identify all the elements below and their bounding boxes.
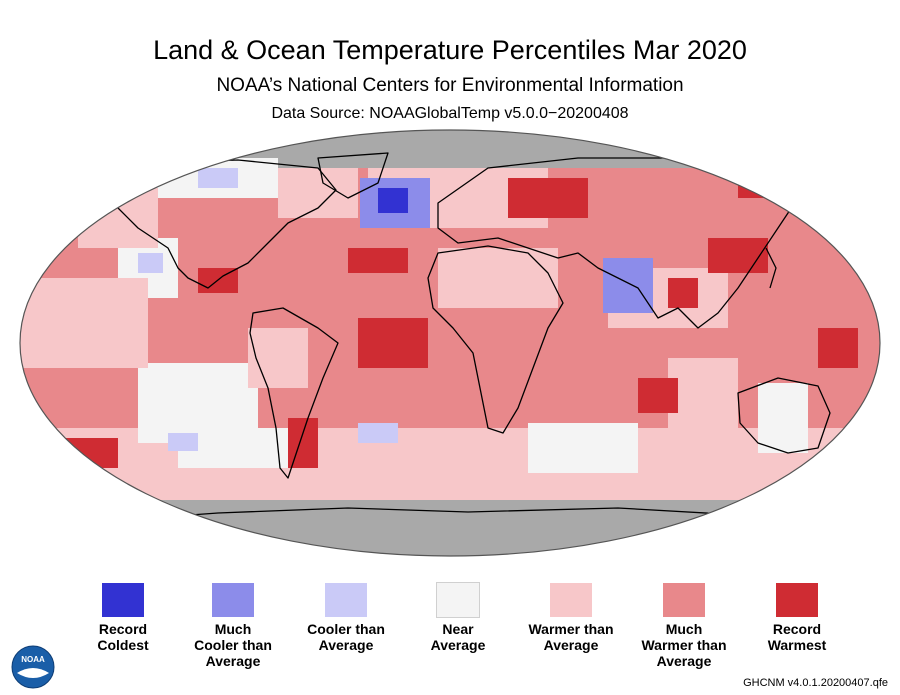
near-average-patch <box>758 383 808 453</box>
legend-label: Much Warmer than Average <box>641 621 727 669</box>
cooler-patch <box>603 258 653 313</box>
cooler-patch <box>168 433 198 451</box>
legend-item-cooler: Cooler than Average <box>281 583 411 653</box>
credit-text: GHCNM v4.0.1.20200407.qfe <box>743 677 888 689</box>
world-map <box>19 129 881 557</box>
map-border <box>19 129 881 557</box>
coastline-greenland <box>317 152 389 199</box>
coastline-africa <box>427 245 564 434</box>
legend-label: Much Cooler than Average <box>194 621 272 669</box>
record-warm-patch <box>738 168 788 198</box>
coastline-south-america <box>249 307 339 479</box>
noaa-bird-icon <box>17 668 49 678</box>
coastline-japan <box>765 247 777 289</box>
warmer-patch <box>248 328 308 388</box>
legend-item-much-warmer: Much Warmer than Average <box>619 583 749 669</box>
legend-label: Cooler than Average <box>307 621 385 653</box>
warmer-patch <box>438 248 558 308</box>
record-warm-patch <box>58 438 118 468</box>
legend-swatch <box>663 583 705 617</box>
warmer-patch <box>78 188 158 248</box>
near-average-patch <box>528 423 638 473</box>
record-warm-patch <box>818 328 858 368</box>
legend-swatch <box>776 583 818 617</box>
record-warm-patch <box>708 238 768 273</box>
record-warm-patch <box>638 378 678 413</box>
map-subtitle: NOAA’s National Centers for Environmenta… <box>216 75 684 96</box>
legend-label: Near Average <box>430 621 486 653</box>
record-warm-patch <box>508 178 588 218</box>
legend-swatch <box>325 583 367 617</box>
record-warm-patch <box>358 318 428 368</box>
legend-item-warmer: Warmer than Average <box>506 583 636 653</box>
legend-swatch <box>212 583 254 617</box>
coastline-north-america <box>112 159 337 289</box>
coastline-australia <box>737 377 831 454</box>
legend-item-record-warmest: Record Warmest <box>732 583 862 653</box>
legend-swatch <box>436 582 480 618</box>
antarctic-no-data <box>20 500 880 556</box>
arctic-no-data <box>20 130 880 168</box>
legend-item-much-cooler: Much Cooler than Average <box>168 583 298 669</box>
cooler-patch <box>138 253 163 273</box>
record-warm-patch <box>288 418 318 468</box>
legend-label: Record Coldest <box>97 621 149 653</box>
legend-swatch <box>550 583 592 617</box>
noaa-logo: NOAA <box>11 645 55 689</box>
legend-label: Record Warmest <box>767 621 827 653</box>
data-source: Data Source: NOAAGlobalTemp v5.0.0−20200… <box>271 105 629 122</box>
legend-swatch <box>102 583 144 617</box>
record-warm-patch <box>668 278 698 308</box>
record-warm-patch <box>348 248 408 273</box>
warmer-patch <box>668 358 738 438</box>
cooler-patch <box>378 188 408 213</box>
legend-label: Warmer than Average <box>528 621 614 653</box>
legend-item-record-coldest: Record Coldest <box>58 583 188 653</box>
cooler-patch <box>358 423 398 443</box>
logo-text: NOAA <box>21 655 45 664</box>
map-title: Land & Ocean Temperature Percentiles Mar… <box>153 35 747 65</box>
legend-item-near-average: Near Average <box>393 582 523 653</box>
warmer-patch <box>20 278 148 368</box>
warmer-patch <box>278 168 358 218</box>
cooler-patch <box>198 168 238 188</box>
